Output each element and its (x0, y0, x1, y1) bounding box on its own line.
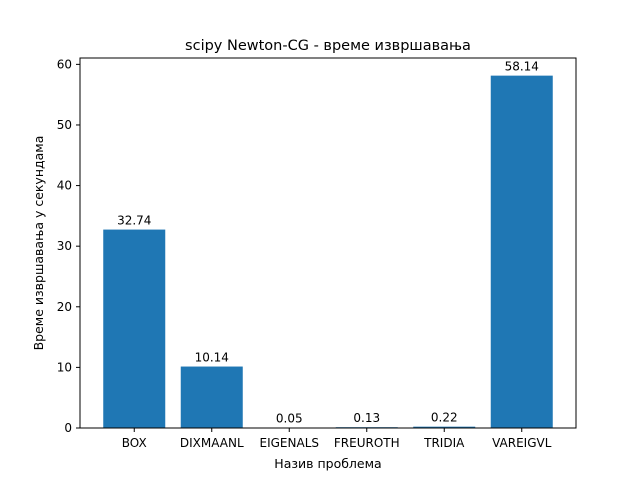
y-tick-label-0: 0 (64, 421, 72, 435)
value-label-tridia: 0.22 (431, 411, 458, 425)
x-tick-label-box: BOX (122, 436, 147, 450)
value-label-box: 32.74 (117, 214, 151, 228)
bars-layer (103, 75, 553, 429)
bar-box (103, 229, 166, 428)
y-axis-label: Време извршавања у секундама (31, 136, 46, 351)
bar-tridia (413, 426, 476, 428)
value-label-dixmaanl: 10.14 (195, 351, 229, 365)
y-tick-label-40: 40 (57, 179, 72, 193)
bar-vareigvl (490, 75, 553, 429)
value-label-freuroth: 0.13 (353, 411, 380, 425)
x-tick-label-vareigvl: VAREIGVL (492, 436, 552, 450)
y-axis: 0 10 20 30 40 50 60 (57, 57, 80, 435)
x-tick-label-freuroth: FREUROTH (334, 436, 400, 450)
x-tick-label-eigenals: EIGENALS (260, 436, 320, 450)
y-tick-label-60: 60 (57, 57, 72, 71)
y-tick-label-30: 30 (57, 239, 72, 253)
x-tick-label-dixmaanl: DIXMAANL (180, 436, 244, 450)
value-label-vareigvl: 58.14 (505, 60, 539, 74)
x-tick-label-tridia: TRIDIA (423, 436, 465, 450)
bar-dixmaanl (180, 366, 243, 428)
y-tick-label-20: 20 (57, 300, 72, 314)
y-tick-label-10: 10 (57, 360, 72, 374)
x-axis-label: Назив проблема (274, 456, 381, 471)
x-axis: BOX DIXMAANL EIGENALS FREUROTH TRIDIA VAREIGV… (122, 428, 552, 450)
value-labels-layer: 32.74 10.14 0.05 0.13 0.22 58.14 (117, 60, 539, 426)
value-label-eigenals: 0.05 (276, 412, 303, 426)
plot-frame (79, 57, 577, 429)
chart-title: scipy Newton-CG - време извршавања (185, 38, 471, 54)
y-tick-label-50: 50 (57, 118, 72, 132)
